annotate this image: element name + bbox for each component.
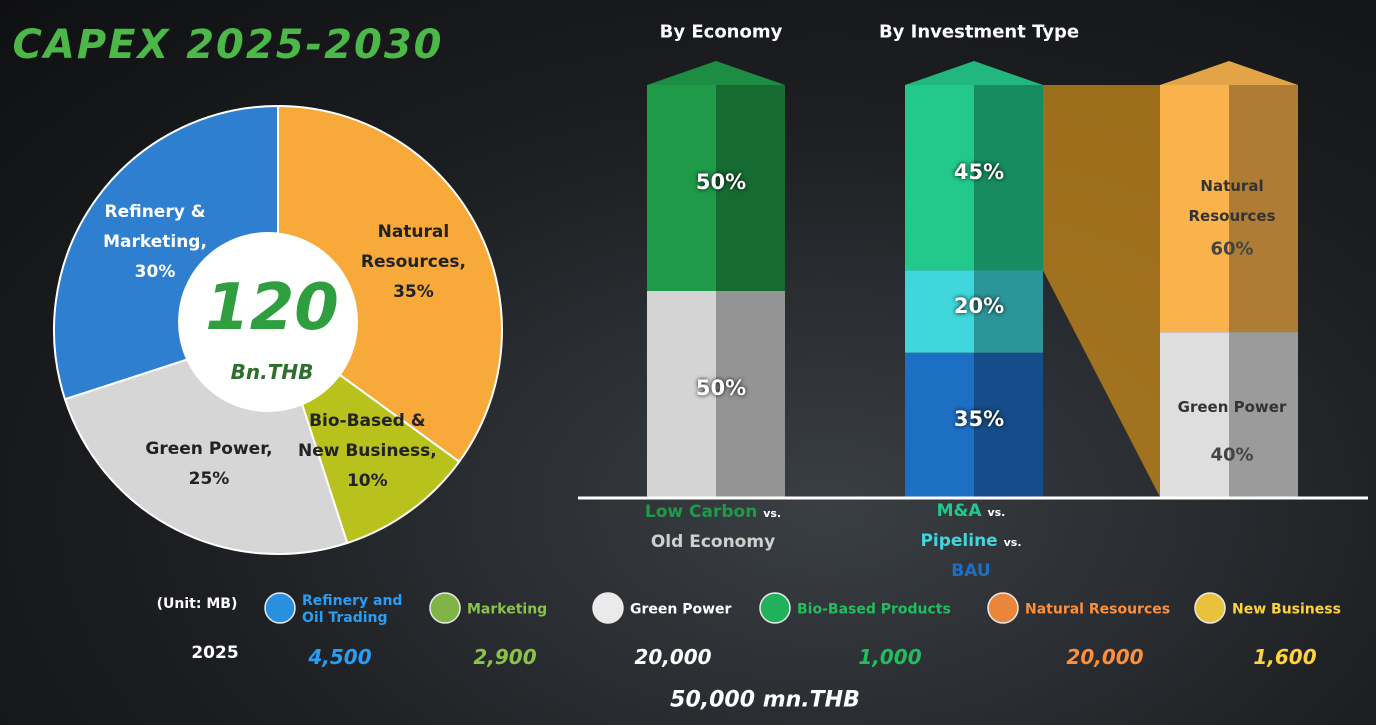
bar-caption: Low Carbon vs. Old Economy: [628, 498, 798, 556]
column-name: Marketing: [467, 602, 547, 619]
table-value: 1,000: [858, 645, 921, 669]
bar-value-label: 60%: [1210, 238, 1253, 259]
pie-value-label: 10%: [347, 471, 388, 491]
column-name: New Business: [1232, 602, 1341, 619]
pie-category: Refinery & Marketing,: [103, 202, 207, 252]
column-icon: [593, 593, 623, 623]
caption-series: BAU: [951, 561, 990, 581]
center-unit: Bn.THB: [231, 360, 314, 384]
infographic: CAPEX 2025-2030 Natural Resources, 35% Bio…: [0, 0, 1376, 725]
chart-title: By Investment Type: [879, 22, 1079, 43]
pie-category: Bio-Based & New Business,: [298, 411, 437, 461]
column-icon: [988, 593, 1018, 623]
page-title: CAPEX 2025-2030: [13, 22, 444, 68]
bar-caption: M&A vs. Pipeline vs. BAU: [886, 497, 1056, 585]
column-name: Natural Resources: [1025, 602, 1170, 619]
bar-series-name: Natural Resources: [1188, 177, 1275, 225]
caption-series: Pipeline: [920, 531, 997, 551]
table-value: 1,600: [1253, 645, 1316, 669]
caption-connector: vs.: [1004, 536, 1022, 549]
caption-series: Low Carbon: [645, 502, 757, 522]
table-value: 20,000: [634, 645, 711, 669]
column-icon: [265, 593, 295, 623]
bar-inner-label: Green Power: [1177, 392, 1287, 422]
pie-label: Natural Resources, 35%: [338, 217, 488, 307]
column-icon: [430, 593, 460, 623]
table-value: 4,500: [308, 645, 371, 669]
pie-value-label: 35%: [393, 282, 434, 302]
caption-series: M&A: [937, 501, 982, 521]
table-value: 2,900: [473, 645, 536, 669]
bar-series-name: Green Power: [1178, 398, 1287, 416]
column-icon: [1195, 593, 1225, 623]
table-total: 50,000 mn.THB: [670, 688, 860, 713]
column-name: Green Power: [630, 602, 731, 619]
caption-connector: vs.: [763, 507, 781, 520]
pie-category: Green Power,: [145, 439, 272, 459]
pie-label: Green Power, 25%: [134, 434, 284, 494]
drilldown-connector: [1043, 85, 1160, 497]
bar-value-label: 50%: [696, 376, 746, 400]
column-name: Refinery and Oil Trading: [302, 593, 412, 627]
bar-value-label: 40%: [1210, 444, 1253, 465]
pie-label: Bio-Based & New Business, 10%: [292, 406, 442, 496]
pie-value-label: 30%: [135, 262, 176, 282]
bar-value-label: 45%: [954, 160, 1004, 184]
column-icon: [760, 593, 790, 623]
pie-category: Natural Resources,: [361, 222, 466, 272]
table-value: 20,000: [1066, 645, 1143, 669]
caption-connector: vs.: [987, 506, 1005, 519]
bar-value-label: 35%: [954, 407, 1004, 431]
bar-value-label: 20%: [954, 294, 1004, 318]
bar-inner-label: Natural Resources: [1177, 171, 1287, 231]
pie-value-label: 25%: [189, 469, 230, 489]
table-unit: (Unit: MB): [157, 596, 238, 612]
center-value: 120: [205, 271, 339, 345]
column-name: Bio-Based Products: [797, 602, 951, 619]
chart-title: By Economy: [660, 22, 783, 43]
row-label: 2025: [191, 643, 238, 663]
caption-series: Old Economy: [651, 532, 775, 552]
bar-value-label: 50%: [696, 170, 746, 194]
